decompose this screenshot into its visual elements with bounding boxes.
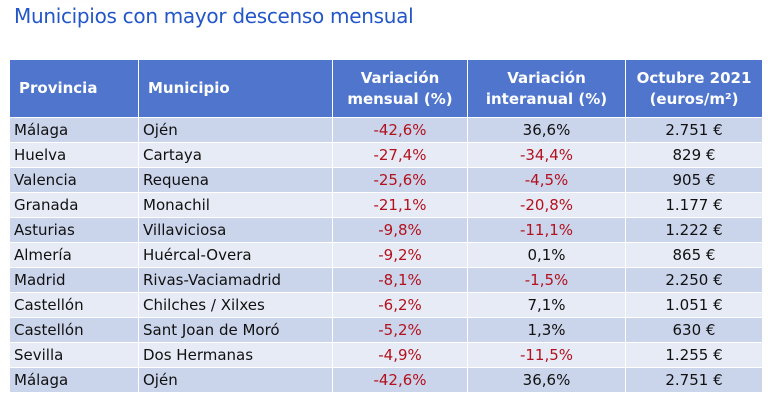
cell-provincia: Málaga: [9, 117, 139, 143]
cell-variacion-mensual: -27,4%: [332, 142, 468, 168]
cell-municipio: Ojén: [138, 117, 333, 143]
cell-variacion-mensual: -42,6%: [332, 367, 468, 393]
table-row: Málaga Ojén -42,6% 36,6% 2.751 €: [9, 117, 763, 143]
header-octubre-2021: Octubre 2021 (euros/m²): [625, 59, 763, 118]
header-variacion-mensual: Variación mensual (%): [332, 59, 468, 118]
cell-variacion-interanual: 36,6%: [467, 117, 626, 143]
cell-provincia: Málaga: [9, 367, 139, 393]
cell-municipio: Requena: [138, 167, 333, 193]
cell-variacion-mensual: -25,6%: [332, 167, 468, 193]
cell-provincia: Castellón: [9, 292, 139, 318]
cell-variacion-mensual: -5,2%: [332, 317, 468, 343]
cell-precio-octubre: 829 €: [625, 142, 763, 168]
cell-municipio: Chilches / Xilxes: [138, 292, 333, 318]
cell-precio-octubre: 1.255 €: [625, 342, 763, 368]
cell-precio-octubre: 905 €: [625, 167, 763, 193]
table-row: Almería Huércal-Overa -9,2% 0,1% 865 €: [9, 242, 763, 268]
cell-municipio: Monachil: [138, 192, 333, 218]
cell-precio-octubre: 865 €: [625, 242, 763, 268]
cell-precio-octubre: 2.751 €: [625, 117, 763, 143]
table-row: Castellón Sant Joan de Moró -5,2% 1,3% 630 €: [9, 317, 763, 343]
cell-municipio: Dos Hermanas: [138, 342, 333, 368]
table-row: Málaga Ojén -42,6% 36,6% 2.751 €: [9, 367, 763, 393]
cell-precio-octubre: 1.051 €: [625, 292, 763, 318]
page-title: Municipios con mayor descenso mensual: [14, 4, 414, 28]
header-variacion-interanual-line2: interanual (%): [485, 89, 608, 108]
cell-provincia: Asturias: [9, 217, 139, 243]
descenso-table: Provincia Municipio Variación mensual (%…: [9, 59, 763, 393]
table-row: Castellón Chilches / Xilxes -6,2% 7,1% 1.051…: [9, 292, 763, 318]
cell-provincia: Granada: [9, 192, 139, 218]
table-row: Asturias Villaviciosa -9,8% -11,1% 1.222 €: [9, 217, 763, 243]
cell-precio-octubre: 2.751 €: [625, 367, 763, 393]
table-row: Madrid Rivas-Vaciamadrid -8,1% -1,5% 2.250 €: [9, 267, 763, 293]
cell-variacion-mensual: -8,1%: [332, 267, 468, 293]
header-municipio: Municipio: [138, 59, 333, 118]
table-row: Huelva Cartaya -27,4% -34,4% 829 €: [9, 142, 763, 168]
cell-variacion-mensual: -42,6%: [332, 117, 468, 143]
cell-variacion-interanual: -11,5%: [467, 342, 626, 368]
cell-provincia: Valencia: [9, 167, 139, 193]
cell-variacion-interanual: 7,1%: [467, 292, 626, 318]
cell-variacion-mensual: -4,9%: [332, 342, 468, 368]
cell-precio-octubre: 1.177 €: [625, 192, 763, 218]
cell-variacion-interanual: -1,5%: [467, 267, 626, 293]
cell-provincia: Madrid: [9, 267, 139, 293]
cell-precio-octubre: 2.250 €: [625, 267, 763, 293]
header-octubre-line2: (euros/m²): [649, 89, 739, 108]
cell-precio-octubre: 630 €: [625, 317, 763, 343]
header-variacion-mensual-line2: mensual (%): [347, 89, 453, 108]
cell-variacion-mensual: -9,8%: [332, 217, 468, 243]
cell-provincia: Castellón: [9, 317, 139, 343]
cell-variacion-interanual: 0,1%: [467, 242, 626, 268]
cell-municipio: Huércal-Overa: [138, 242, 333, 268]
header-provincia: Provincia: [9, 59, 139, 118]
cell-municipio: Cartaya: [138, 142, 333, 168]
table-row: Valencia Requena -25,6% -4,5% 905 €: [9, 167, 763, 193]
header-variacion-mensual-line1: Variación: [360, 68, 440, 87]
cell-municipio: Villaviciosa: [138, 217, 333, 243]
cell-variacion-mensual: -21,1%: [332, 192, 468, 218]
header-variacion-interanual: Variación interanual (%): [467, 59, 626, 118]
cell-provincia: Sevilla: [9, 342, 139, 368]
cell-variacion-interanual: -11,1%: [467, 217, 626, 243]
cell-precio-octubre: 1.222 €: [625, 217, 763, 243]
header-octubre-line1: Octubre 2021: [636, 68, 752, 87]
table-body: Málaga Ojén -42,6% 36,6% 2.751 € Huelva Cartay…: [9, 117, 763, 393]
cell-variacion-mensual: -6,2%: [332, 292, 468, 318]
table-row: Sevilla Dos Hermanas -4,9% -11,5% 1.255 €: [9, 342, 763, 368]
cell-variacion-interanual: -4,5%: [467, 167, 626, 193]
cell-municipio: Sant Joan de Moró: [138, 317, 333, 343]
header-variacion-interanual-line1: Variación: [507, 68, 586, 87]
cell-variacion-mensual: -9,2%: [332, 242, 468, 268]
cell-provincia: Huelva: [9, 142, 139, 168]
cell-variacion-interanual: 36,6%: [467, 367, 626, 393]
cell-provincia: Almería: [9, 242, 139, 268]
table-header-row: Provincia Municipio Variación mensual (%…: [9, 59, 763, 118]
table-row: Granada Monachil -21,1% -20,8% 1.177 €: [9, 192, 763, 218]
cell-municipio: Rivas-Vaciamadrid: [138, 267, 333, 293]
cell-municipio: Ojén: [138, 367, 333, 393]
cell-variacion-interanual: 1,3%: [467, 317, 626, 343]
cell-variacion-interanual: -34,4%: [467, 142, 626, 168]
cell-variacion-interanual: -20,8%: [467, 192, 626, 218]
